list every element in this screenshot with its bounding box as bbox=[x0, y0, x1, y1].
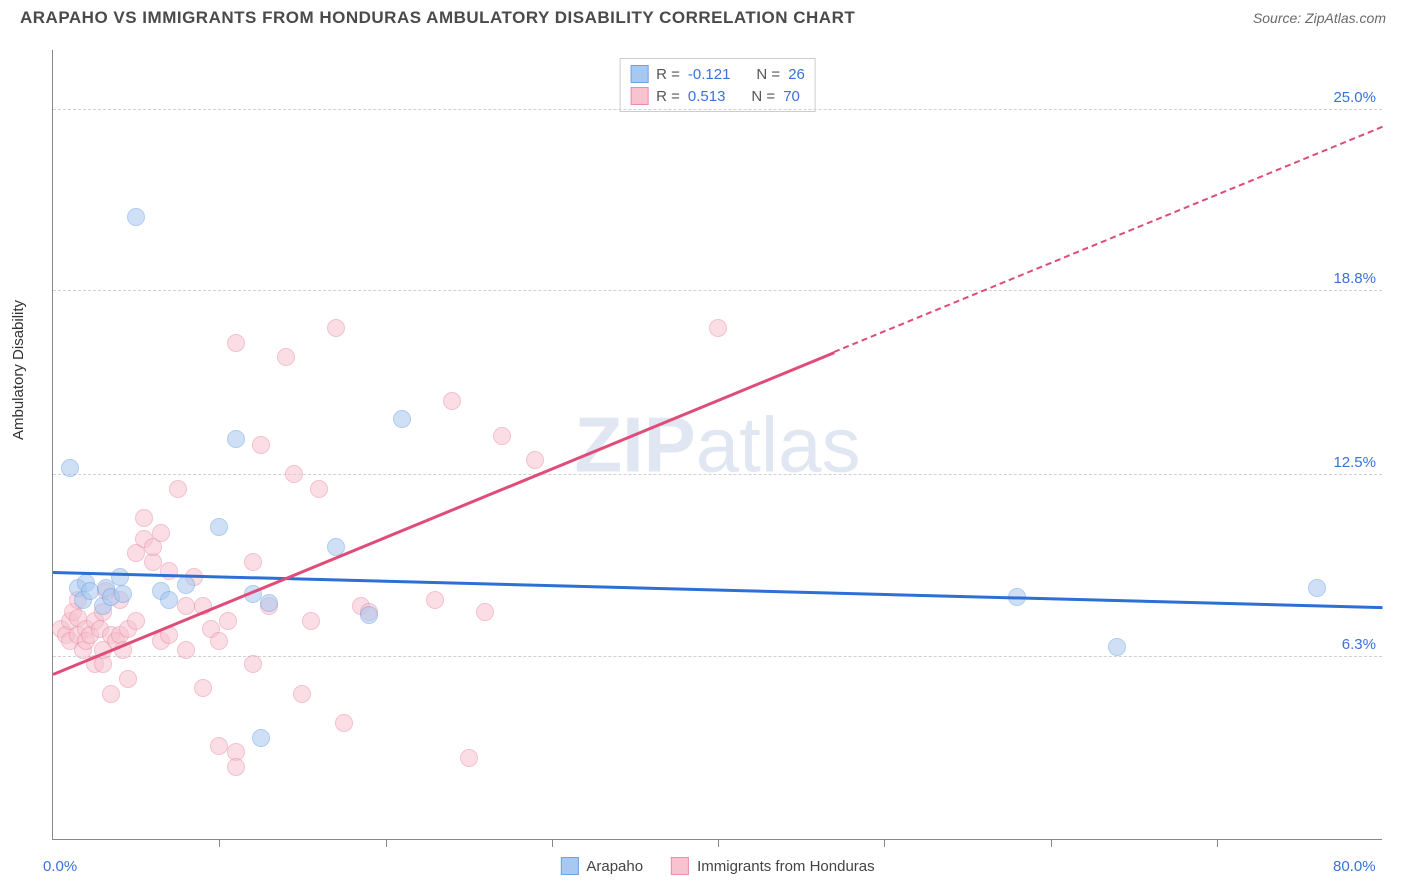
honduras-point bbox=[443, 392, 461, 410]
series-legend: Arapaho Immigrants from Honduras bbox=[560, 857, 874, 875]
grid-line bbox=[53, 109, 1382, 110]
arapaho-point bbox=[61, 459, 79, 477]
arapaho-point bbox=[160, 591, 178, 609]
source-attribution: Source: ZipAtlas.com bbox=[1253, 10, 1386, 26]
scatter-chart: ZIPatlas R = -0.121 N = 26 R = 0.513 N =… bbox=[52, 50, 1382, 840]
honduras-point bbox=[152, 524, 170, 542]
honduras-point bbox=[476, 603, 494, 621]
arapaho-point bbox=[1308, 579, 1326, 597]
honduras-point bbox=[135, 509, 153, 527]
honduras-point bbox=[210, 737, 228, 755]
honduras-point bbox=[426, 591, 444, 609]
honduras-point bbox=[244, 553, 262, 571]
arapaho-point bbox=[393, 410, 411, 428]
honduras-point bbox=[177, 641, 195, 659]
x-tick bbox=[884, 839, 885, 847]
honduras-point bbox=[210, 632, 228, 650]
x-tick-label: 0.0% bbox=[43, 858, 77, 875]
honduras-point bbox=[526, 451, 544, 469]
y-tick-label: 6.3% bbox=[1342, 636, 1376, 653]
arapaho-point bbox=[360, 606, 378, 624]
watermark: ZIPatlas bbox=[574, 399, 860, 490]
arapaho-point bbox=[260, 594, 278, 612]
x-tick bbox=[1217, 839, 1218, 847]
honduras-point bbox=[219, 612, 237, 630]
arapaho-point bbox=[127, 208, 145, 226]
y-axis-label: Ambulatory Disability bbox=[10, 300, 27, 440]
legend-item-arapaho: Arapaho bbox=[560, 857, 643, 875]
honduras-point bbox=[335, 714, 353, 732]
x-tick bbox=[386, 839, 387, 847]
swatch-honduras-icon bbox=[671, 857, 689, 875]
honduras-point bbox=[194, 679, 212, 697]
x-tick bbox=[1051, 839, 1052, 847]
x-tick bbox=[219, 839, 220, 847]
honduras-point bbox=[709, 319, 727, 337]
honduras-point bbox=[460, 749, 478, 767]
regression-honduras-extrapolated bbox=[834, 126, 1383, 353]
arapaho-point bbox=[227, 430, 245, 448]
y-tick-label: 18.8% bbox=[1333, 270, 1376, 287]
arapaho-point bbox=[81, 582, 99, 600]
honduras-point bbox=[119, 670, 137, 688]
grid-line bbox=[53, 290, 1382, 291]
honduras-point bbox=[293, 685, 311, 703]
y-tick-label: 12.5% bbox=[1333, 454, 1376, 471]
chart-title: ARAPAHO VS IMMIGRANTS FROM HONDURAS AMBU… bbox=[20, 8, 855, 28]
arapaho-point bbox=[210, 518, 228, 536]
arapaho-point bbox=[114, 585, 132, 603]
arapaho-point bbox=[177, 576, 195, 594]
honduras-point bbox=[252, 436, 270, 454]
honduras-point bbox=[227, 758, 245, 776]
x-tick bbox=[552, 839, 553, 847]
legend-item-honduras: Immigrants from Honduras bbox=[671, 857, 875, 875]
honduras-point bbox=[169, 480, 187, 498]
honduras-point bbox=[102, 685, 120, 703]
honduras-point bbox=[310, 480, 328, 498]
honduras-point bbox=[127, 612, 145, 630]
honduras-point bbox=[227, 334, 245, 352]
stats-legend-box: R = -0.121 N = 26 R = 0.513 N = 70 bbox=[619, 58, 816, 112]
honduras-point bbox=[177, 597, 195, 615]
honduras-point bbox=[493, 427, 511, 445]
swatch-arapaho bbox=[630, 65, 648, 83]
stats-row-arapaho: R = -0.121 N = 26 bbox=[630, 63, 805, 85]
x-tick-label: 80.0% bbox=[1333, 858, 1376, 875]
swatch-honduras bbox=[630, 87, 648, 105]
honduras-point bbox=[302, 612, 320, 630]
swatch-arapaho-icon bbox=[560, 857, 578, 875]
grid-line bbox=[53, 474, 1382, 475]
honduras-point bbox=[285, 465, 303, 483]
arapaho-point bbox=[111, 568, 129, 586]
y-tick-label: 25.0% bbox=[1333, 89, 1376, 106]
x-tick bbox=[718, 839, 719, 847]
honduras-point bbox=[327, 319, 345, 337]
stats-row-honduras: R = 0.513 N = 70 bbox=[630, 85, 805, 107]
honduras-point bbox=[277, 348, 295, 366]
honduras-point bbox=[244, 655, 262, 673]
arapaho-point bbox=[1108, 638, 1126, 656]
arapaho-point bbox=[252, 729, 270, 747]
